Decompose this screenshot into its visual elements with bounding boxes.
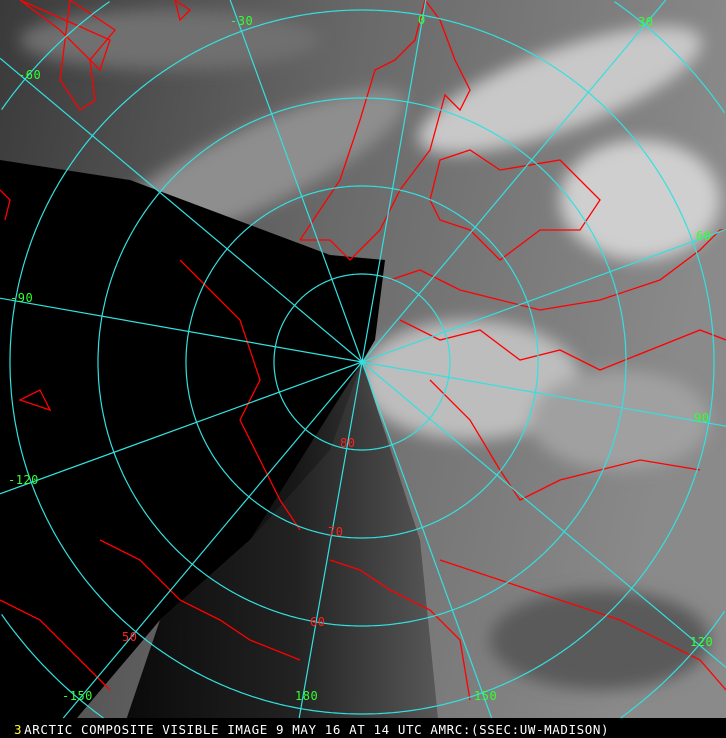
latitude-circle <box>1 1 726 719</box>
meridian-line <box>361 361 493 719</box>
meridian-line <box>361 0 427 363</box>
latitude-circle <box>97 97 627 627</box>
longitude-label: 0 <box>418 13 426 27</box>
latitude-label: 50 <box>122 630 138 644</box>
coastlines <box>0 0 726 701</box>
longitude-label: 150 <box>474 689 498 703</box>
twilight-region <box>120 362 440 738</box>
latitude-circle <box>185 185 539 539</box>
frame-number: 3 <box>14 722 23 737</box>
meridian-line <box>361 228 726 363</box>
meridian-line <box>0 297 363 363</box>
longitude-label: -30 <box>230 14 254 28</box>
meridian-line <box>361 361 726 427</box>
longitude-label: -90 <box>10 291 34 305</box>
meridian-line <box>361 361 726 668</box>
meridian-line <box>361 0 667 363</box>
image-caption: 3 ARCTIC COMPOSITE VISIBLE IMAGE 9 MAY 16… <box>0 722 726 738</box>
meridian-line <box>0 361 363 495</box>
longitude-label: -120 <box>8 473 39 487</box>
coastline-novaya-zemlya <box>429 149 601 261</box>
latitude-circle <box>273 273 451 451</box>
latitude-label: 70 <box>328 525 344 539</box>
caption-text: ARCTIC COMPOSITE VISIBLE IMAGE 9 MAY 16 … <box>24 722 610 737</box>
latitude-label: 80 <box>340 436 356 450</box>
latitude-circle <box>9 9 715 715</box>
latitude-label: 60 <box>310 615 326 629</box>
longitude-label: -150 <box>62 689 93 703</box>
meridian-line <box>62 361 363 719</box>
coastline-alaska <box>439 559 726 691</box>
longitude-label: 90 <box>694 411 710 425</box>
longitude-label: 120 <box>690 635 714 649</box>
longitude-label: 60 <box>696 229 712 243</box>
meridian-line <box>298 361 363 719</box>
longitude-label: 30 <box>638 15 654 29</box>
coastline-scandinavia <box>299 0 471 261</box>
graticule <box>0 0 726 719</box>
longitude-label: -60 <box>18 68 42 82</box>
coastline-canada <box>179 259 301 531</box>
coastline-greenland-west <box>19 0 111 72</box>
meridian-line <box>0 57 363 363</box>
meridian-line <box>229 0 363 363</box>
longitude-label: 180 <box>295 689 319 703</box>
